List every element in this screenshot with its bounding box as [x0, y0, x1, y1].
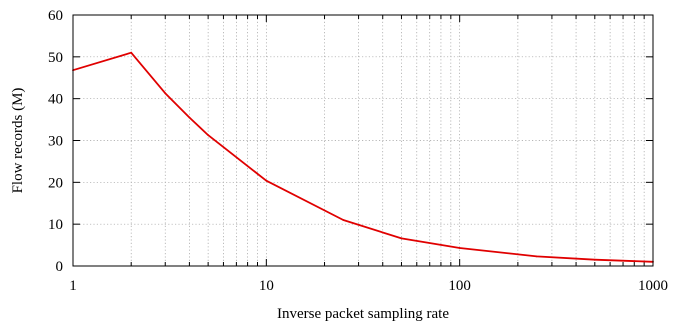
data-point [207, 134, 210, 136]
data-point [593, 258, 596, 261]
y-tick-label: 0 [56, 259, 64, 275]
data-point [342, 219, 345, 221]
data-point [188, 116, 191, 119]
y-tick-label: 10 [48, 217, 63, 233]
y-tick-label: 60 [48, 8, 63, 24]
data-point [458, 247, 461, 249]
data-point [400, 237, 403, 240]
data-point [265, 179, 268, 182]
x-axis-label: Inverse packet sampling rate [277, 306, 449, 322]
y-tick-label: 50 [48, 50, 63, 66]
x-tick-label: 1 [69, 278, 77, 294]
series-line [72, 51, 654, 263]
y-tick-labels: 0 10 20 30 40 50 60 [48, 8, 63, 275]
x-tick-labels: 1 10 100 1000 [69, 278, 668, 294]
x-tick-label: 100 [448, 278, 471, 294]
y-tick-label: 30 [48, 134, 63, 150]
x-tick-label: 10 [259, 278, 274, 294]
series-layer [72, 51, 654, 263]
x-tick-label: 1000 [638, 278, 668, 294]
plot-frame [72, 14, 654, 267]
data-point [535, 255, 538, 258]
y-tick-label: 20 [48, 175, 63, 191]
y-tick-label: 40 [48, 92, 63, 108]
data-point [164, 92, 167, 95]
y-axis-label: Flow records (M) [10, 88, 26, 194]
grid [73, 15, 653, 266]
data-point [130, 51, 133, 54]
